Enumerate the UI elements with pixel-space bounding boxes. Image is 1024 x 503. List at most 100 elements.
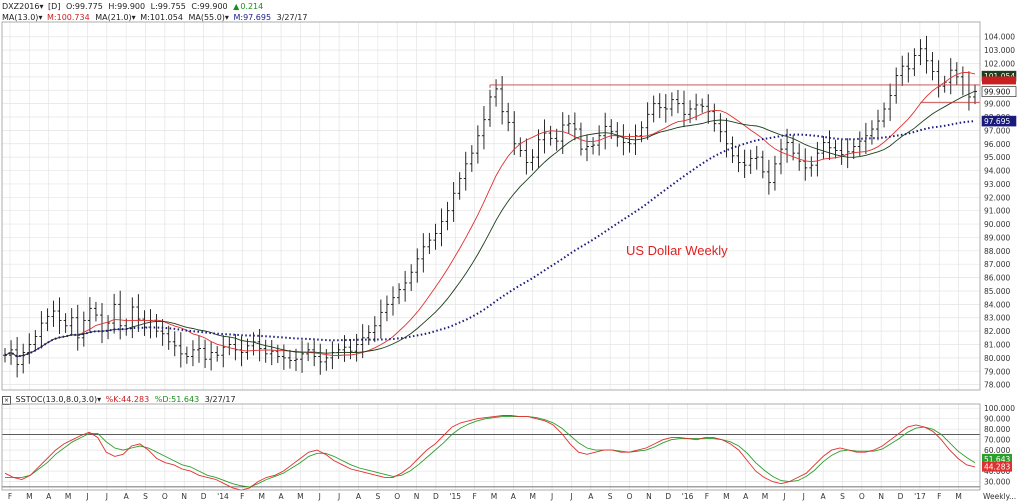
stoch-y-tick-label: 90.000 <box>984 415 1010 424</box>
x-tick-label: N <box>414 492 420 501</box>
x-tick-label: J <box>318 492 321 501</box>
grid-lines <box>2 22 980 490</box>
stoch-y-tick-label: 80.000 <box>984 425 1010 434</box>
x-tick-label: S <box>840 492 845 501</box>
y-tick-label: 104.000 <box>984 33 1015 42</box>
x-tick-label: F <box>472 492 476 501</box>
x-tick-label: A <box>588 492 594 501</box>
stoch-header: × SSTOC(13.0,8.0,3.0)▾ %K:44.283 %D:51.6… <box>2 395 239 405</box>
x-tick-label: M <box>258 492 264 501</box>
x-tick-label: J <box>802 492 805 501</box>
x-tick-label: N <box>646 492 652 501</box>
high-value: H:99.900 <box>108 2 146 11</box>
y-tick-label: 94.000 <box>984 167 1010 176</box>
x-tick-label: D <box>433 492 439 501</box>
stoch-dropdown-icon[interactable]: ▾ <box>97 395 102 404</box>
x-tick-label: M <box>26 492 32 501</box>
y-tick-label: 93.000 <box>984 180 1010 189</box>
close-panel-icon[interactable]: × <box>2 396 11 405</box>
x-tick-label: O <box>394 492 400 501</box>
stoch-label[interactable]: SSTOC(13.0,8.0,3.0) <box>15 395 98 404</box>
x-tick-label: A <box>124 492 130 501</box>
y-tick-label: 97.000 <box>984 126 1010 135</box>
x-tick-label: J <box>550 492 553 501</box>
x-tick-label: D <box>898 492 904 501</box>
stoch-y-tick-label: 70.000 <box>984 436 1010 445</box>
x-tick-label: '14 <box>217 492 229 501</box>
x-tick-label: A <box>511 492 517 501</box>
x-tick-label: M <box>297 492 303 501</box>
x-tick-label: O <box>859 492 865 501</box>
y-tick-label: 88.000 <box>984 247 1010 256</box>
change-up-icon: ▲ <box>233 2 240 11</box>
x-tick-label: M <box>955 492 961 501</box>
y-tick-label: 83.000 <box>984 314 1010 323</box>
y-tick-label: 102.000 <box>984 59 1015 68</box>
stoch-y-tick-label: 30.000 <box>984 478 1010 487</box>
ma55-price-label-box <box>981 115 1017 127</box>
y-tick-label: 96.000 <box>984 140 1010 149</box>
price-header: DXZ2016▾ [D] O:99.775 H:99.900 L:99.755 … <box>2 2 266 11</box>
ma55-line <box>4 120 976 358</box>
last-price-label-box <box>981 86 1017 97</box>
ma55-label[interactable]: MA(55.0) <box>188 13 225 22</box>
x-tick-label: M <box>491 492 497 501</box>
x-tick-label: D <box>201 492 207 501</box>
ma21-label[interactable]: MA(21.0) <box>95 13 132 22</box>
x-tick-label: M <box>762 492 768 501</box>
price-frame <box>1 21 981 391</box>
open-value: O:99.775 <box>66 2 103 11</box>
stoch-d-line <box>5 416 976 488</box>
x-tick-label: N <box>878 492 884 501</box>
y-tick-label: 85.000 <box>984 287 1010 296</box>
x-tick-label: M <box>65 492 71 501</box>
x-tick-label: A <box>356 492 362 501</box>
x-tick-label: A <box>278 492 284 501</box>
low-value: L:99.755 <box>150 2 186 11</box>
x-tick-label: '16 <box>682 492 694 501</box>
ohlc-bars <box>3 35 977 378</box>
x-tick-label: A <box>46 492 52 501</box>
ma21-dropdown-icon[interactable]: ▾ <box>131 13 136 22</box>
stoch-date: 3/27/17 <box>204 395 236 404</box>
close-value: C:99.900 <box>191 2 228 11</box>
y-tick-label: 89.000 <box>984 233 1010 242</box>
ma55-dropdown-icon[interactable]: ▾ <box>224 13 229 22</box>
x-tick-label: J <box>782 492 785 501</box>
period-label: [D] <box>48 2 61 11</box>
x-tick-label: O <box>162 492 168 501</box>
x-tick-label: S <box>143 492 148 501</box>
x-tick-label: S <box>608 492 613 501</box>
x-tick-label: J <box>85 492 88 501</box>
y-tick-label: 90.000 <box>984 220 1010 229</box>
x-tick-label: F <box>705 492 709 501</box>
y-tick-label: 92.000 <box>984 193 1010 202</box>
x-tick-label: A <box>821 492 827 501</box>
x-tick-label: S <box>375 492 380 501</box>
x-tick-label: M <box>723 492 729 501</box>
ma13-value: M:100.734 <box>47 13 90 22</box>
x-tick-label: A <box>743 492 749 501</box>
ma55-value: M:97.695 <box>233 13 272 22</box>
symbol-label[interactable]: DXZ2016 <box>2 2 40 11</box>
y-tick-label: 99.000 <box>984 100 1010 109</box>
symbol-dropdown-icon[interactable]: ▾ <box>39 2 44 11</box>
x-axis-note: Weekly... <box>983 492 1016 501</box>
x-tick-label: J <box>569 492 572 501</box>
x-tick-label: M <box>529 492 535 501</box>
y-tick-label: 84.000 <box>984 300 1010 309</box>
stoch-d-value: %D:51.643 <box>154 395 200 404</box>
ma13-dropdown-icon[interactable]: ▾ <box>38 13 43 22</box>
y-tick-label: 80.000 <box>984 354 1010 363</box>
x-tick-label: F <box>937 492 941 501</box>
change-value: 0.214 <box>240 2 264 11</box>
y-tick-label: 79.000 <box>984 367 1010 376</box>
stoch-y-tick-label: 100.000 <box>984 404 1015 413</box>
y-tick-label: 78.000 <box>984 381 1010 390</box>
stoch-y-tick-label: 60.000 <box>984 446 1010 455</box>
y-tick-label: 87.000 <box>984 260 1010 269</box>
x-tick-label: J <box>337 492 340 501</box>
stoch-k-value: %K:44.283 <box>105 395 150 404</box>
ma13-label[interactable]: MA(13.0) <box>2 13 39 22</box>
